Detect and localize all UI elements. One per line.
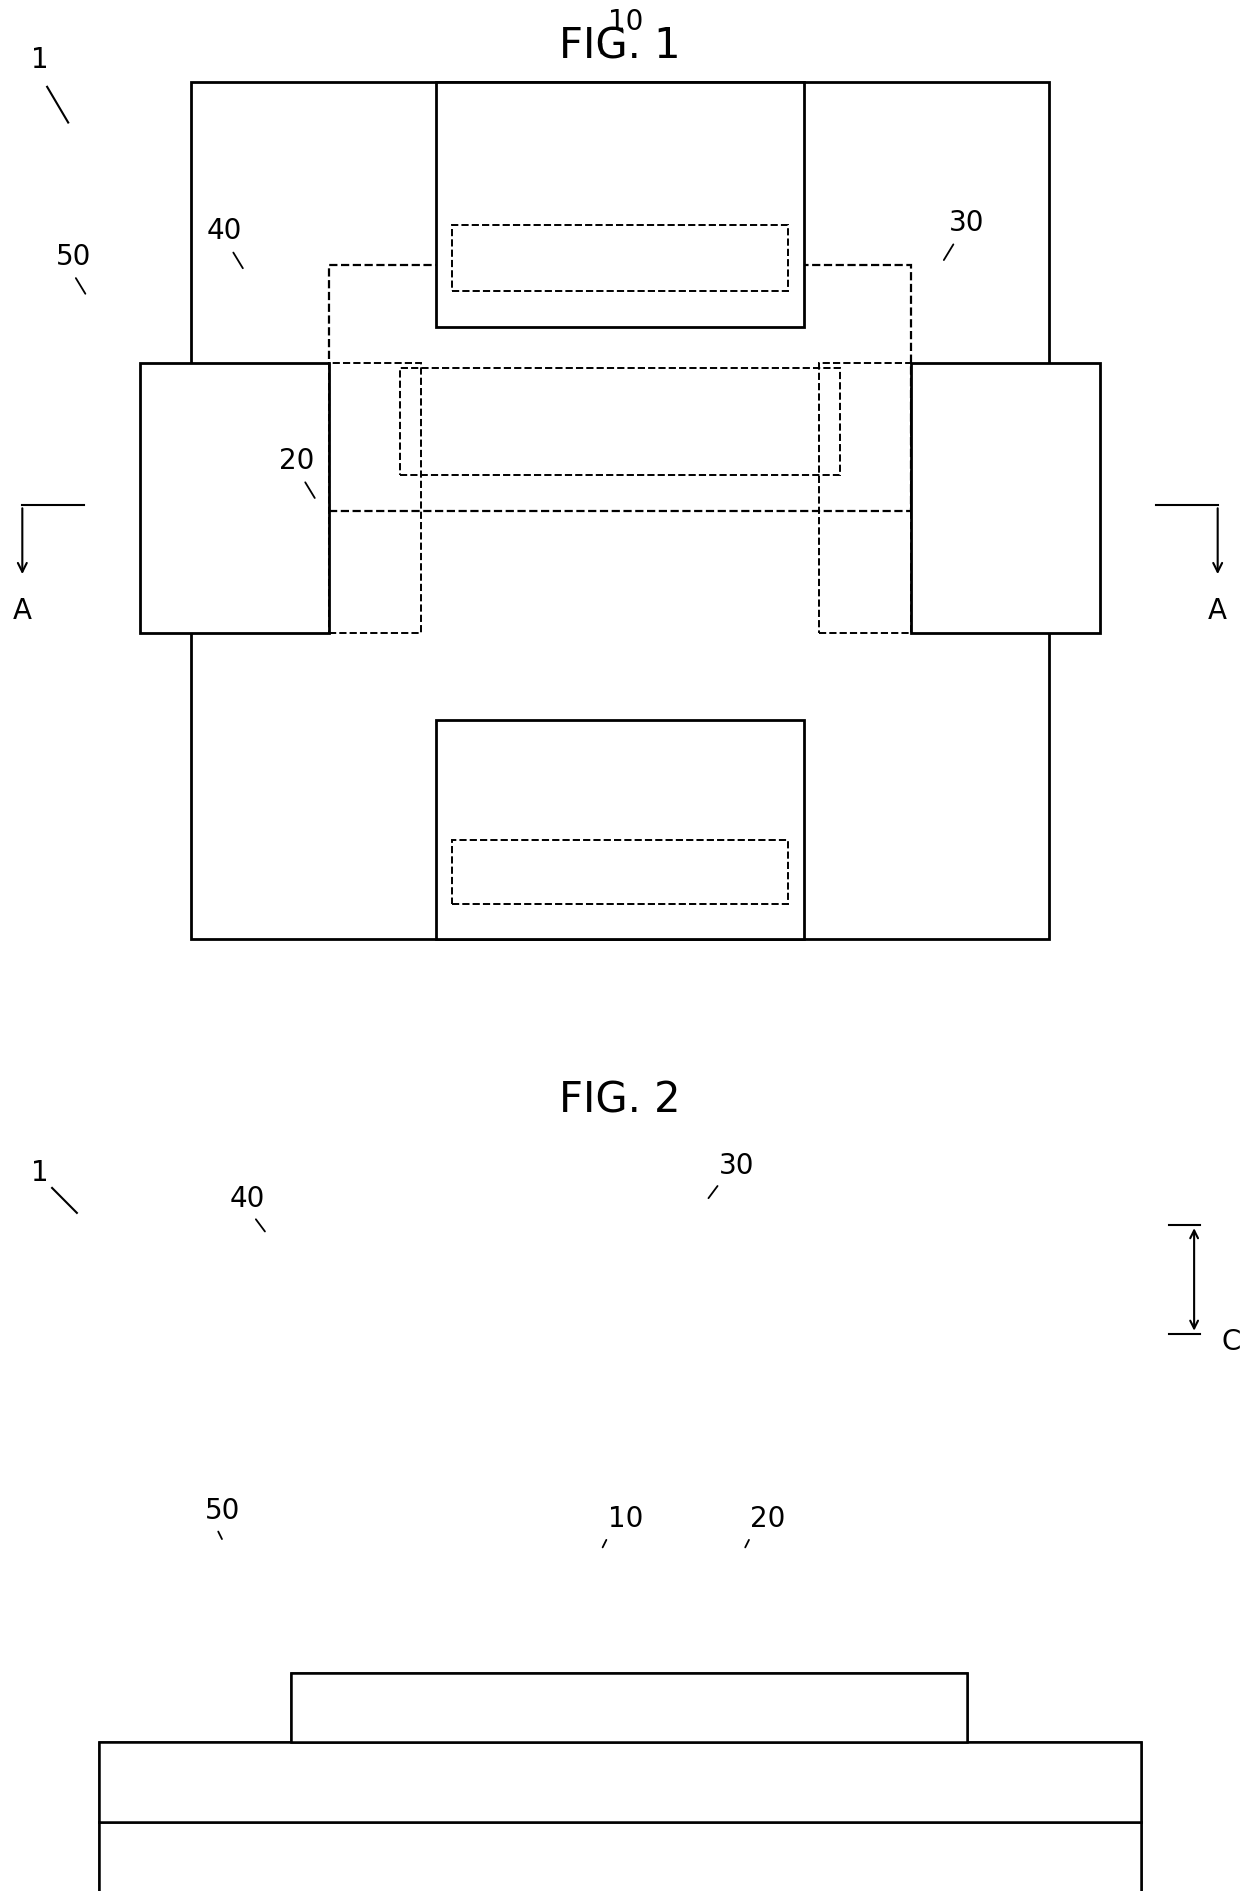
Bar xyxy=(99,1742,1141,1823)
Bar xyxy=(191,81,1049,940)
Bar xyxy=(291,1674,967,1742)
Text: FIG. 2: FIG. 2 xyxy=(559,1080,681,1121)
Bar xyxy=(99,1823,1141,1891)
Bar xyxy=(99,1742,1141,1823)
Text: 30: 30 xyxy=(949,208,985,236)
Text: 50: 50 xyxy=(56,242,92,270)
Text: FIG. 1: FIG. 1 xyxy=(559,25,681,68)
Text: 1: 1 xyxy=(31,45,48,74)
Bar xyxy=(291,1674,967,1742)
Bar xyxy=(436,81,804,327)
Text: 40: 40 xyxy=(229,1186,265,1212)
Text: 10: 10 xyxy=(608,8,644,36)
Bar xyxy=(820,363,911,633)
Text: A: A xyxy=(12,598,32,626)
Bar xyxy=(99,1823,1141,1891)
Bar xyxy=(451,840,789,904)
Bar xyxy=(329,265,911,511)
Text: 50: 50 xyxy=(205,1498,241,1524)
Bar xyxy=(911,363,1100,633)
Text: 10: 10 xyxy=(608,1505,644,1534)
Text: 30: 30 xyxy=(719,1152,755,1180)
Bar xyxy=(329,363,420,633)
Text: 40: 40 xyxy=(207,217,243,246)
Text: C: C xyxy=(1221,1327,1240,1356)
Text: 1: 1 xyxy=(31,1159,48,1188)
Bar xyxy=(140,363,329,633)
Bar xyxy=(451,225,789,291)
Text: 20: 20 xyxy=(750,1505,786,1534)
Text: A: A xyxy=(1208,598,1228,626)
Bar xyxy=(401,367,839,475)
Bar xyxy=(436,720,804,940)
Text: 20: 20 xyxy=(279,446,315,475)
